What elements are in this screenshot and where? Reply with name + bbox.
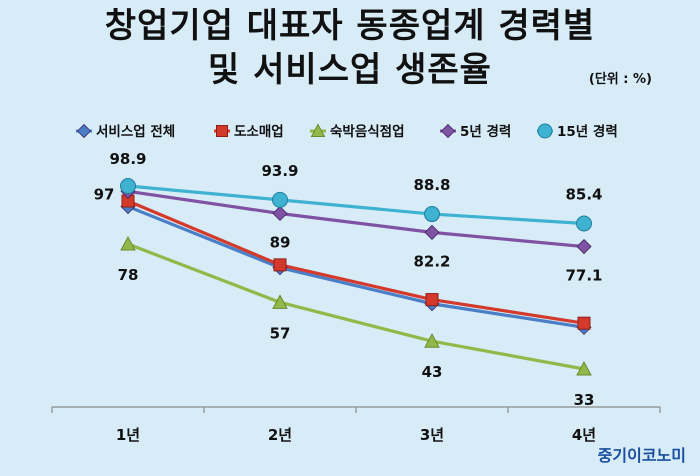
data-label: 33 — [574, 391, 595, 409]
x-tick-label: 2년 — [268, 426, 292, 444]
data-label: 77.1 — [565, 267, 602, 285]
data-point — [272, 191, 288, 208]
source-credit: 중기이코노미 — [597, 446, 686, 465]
series-line — [127, 184, 585, 226]
data-label: 57 — [270, 324, 291, 342]
x-tick-label: 4년 — [572, 426, 596, 444]
data-point — [576, 360, 592, 376]
legend-marker — [310, 123, 326, 137]
legend-marker — [440, 123, 456, 139]
data-point — [424, 333, 440, 348]
data-label: 85.4 — [565, 185, 602, 203]
chart-title-line-1: 창업기업 대표자 동종업계 경력별 — [104, 6, 596, 46]
legend-marker — [537, 123, 553, 139]
data-point — [424, 224, 440, 240]
series-line — [127, 205, 585, 329]
data-point — [120, 178, 136, 194]
data-point — [576, 215, 592, 232]
data-label: 93.9 — [261, 162, 298, 180]
data-point — [424, 206, 440, 223]
data-point — [577, 316, 591, 330]
series-line — [127, 199, 585, 325]
data-label: 89 — [270, 233, 291, 251]
data-label: 43 — [422, 363, 443, 381]
legend-marker — [216, 125, 228, 137]
data-point — [272, 294, 288, 309]
unit-label: (단위 : %) — [588, 72, 652, 87]
data-point — [425, 293, 439, 307]
x-tick-label: 3년 — [420, 426, 444, 444]
data-label: 98.9 — [109, 150, 146, 168]
data-label: 78 — [118, 266, 139, 284]
data-point — [120, 235, 136, 251]
data-label: 82.2 — [413, 252, 450, 270]
x-tick-label: 1년 — [116, 426, 140, 444]
series-line — [127, 189, 585, 249]
series-line — [127, 242, 585, 371]
data-point — [576, 238, 592, 255]
data-label: 97 — [94, 185, 115, 203]
legend-label: 15년 경력 — [557, 123, 618, 140]
chart-title-line-2: 및 서비스업 생존율 — [208, 50, 492, 90]
legend-label: 5년 경력 — [460, 123, 511, 140]
legend-label: 도소매업 — [234, 124, 284, 140]
data-label: 88.8 — [413, 176, 450, 194]
legend-label: 서비스업 전체 — [96, 123, 175, 140]
legend-marker — [76, 123, 92, 139]
data-point — [273, 258, 287, 272]
data-point — [272, 205, 288, 222]
legend-label: 숙박음식점업 — [330, 123, 405, 140]
